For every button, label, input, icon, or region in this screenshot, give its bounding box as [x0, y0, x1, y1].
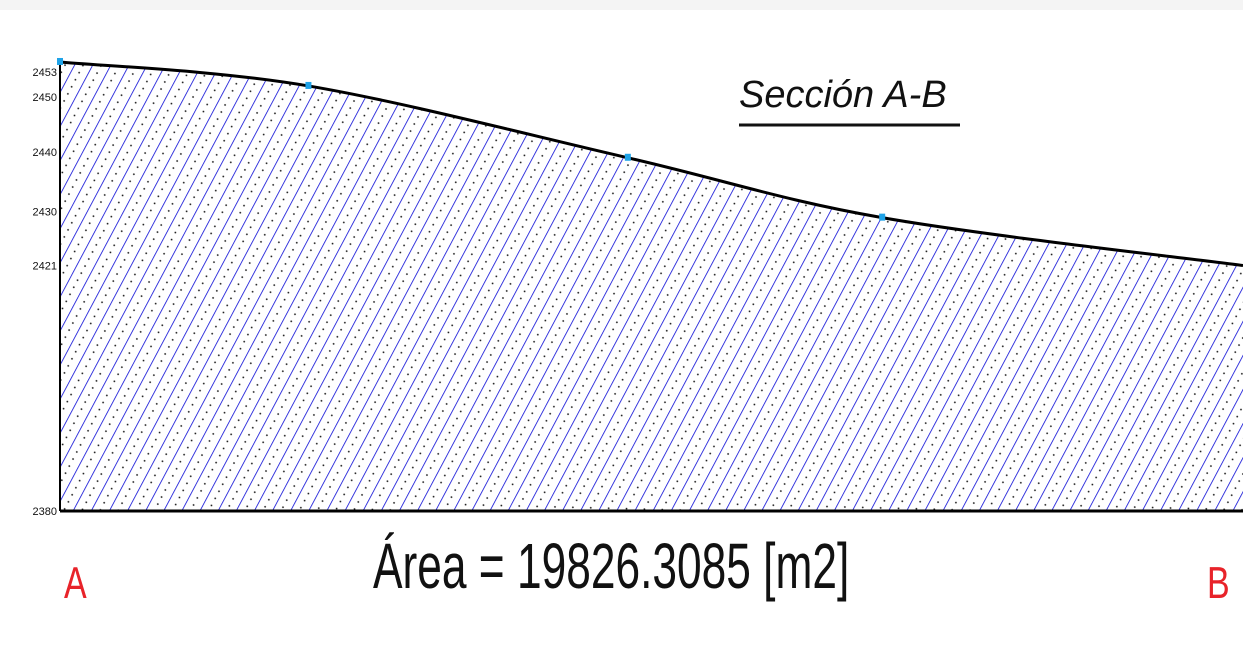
y-tick-label: 2453 [33, 67, 57, 79]
profile-vertex-marker [305, 81, 312, 89]
y-tick-label: 2430 [33, 207, 57, 219]
endpoint-label-b: B [1207, 559, 1230, 609]
y-tick-label: 2450 [33, 92, 57, 104]
profile-vertex-marker [879, 213, 886, 221]
y-tick-label: 2440 [33, 147, 57, 159]
hatched-area-layer [59, 60, 1243, 513]
elevation-tick-labels: 2453 2450 2440 2430 2421 2380 [33, 67, 57, 518]
endpoint-label-a: A [64, 559, 87, 609]
profile-vertex-marker [624, 153, 631, 161]
y-tick-label: 2380 [33, 506, 57, 518]
y-tick-label: 2421 [33, 261, 57, 273]
area-result-label: Área = 19826.3085 [m2] [373, 530, 849, 602]
hatched-area-fill [60, 61, 1243, 511]
top-border-band [0, 0, 1243, 10]
profile-vertex-marker [57, 57, 63, 65]
section-title: Sección A-B [739, 74, 947, 116]
vertex-markers [57, 57, 886, 221]
